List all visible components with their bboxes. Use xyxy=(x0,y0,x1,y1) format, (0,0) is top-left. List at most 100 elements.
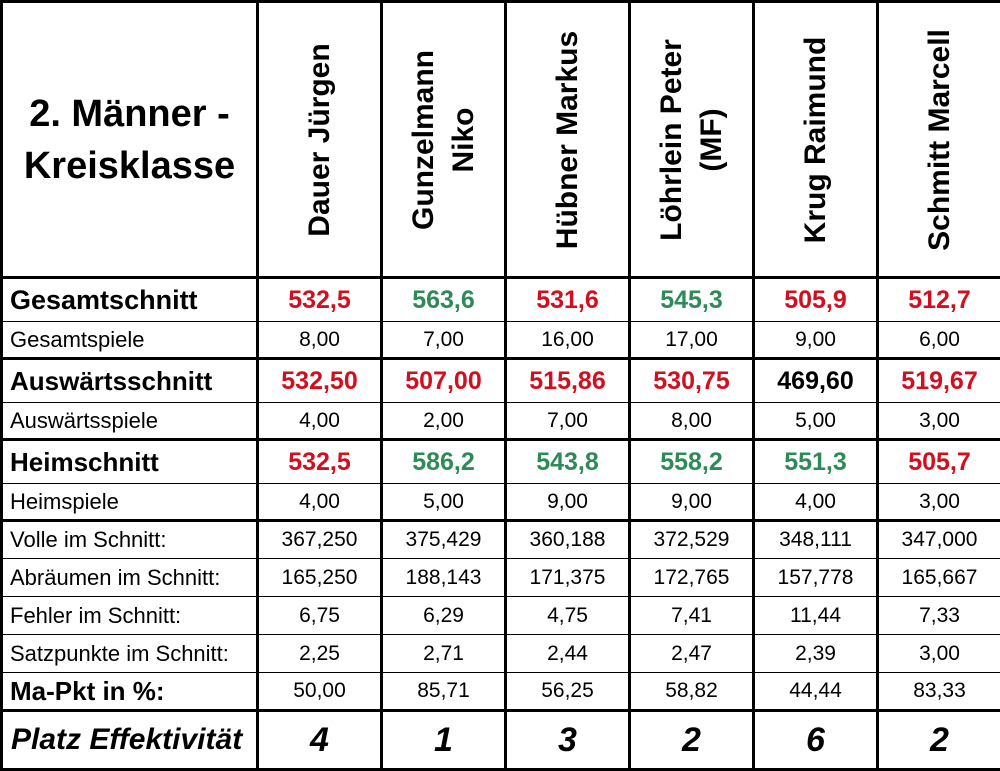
value-cell: 586,2 xyxy=(382,440,506,484)
value-cell: 171,375 xyxy=(506,559,630,597)
value-cell: 1 xyxy=(382,711,506,770)
value-cell: 11,44 xyxy=(754,597,878,635)
row-label: Heimspiele xyxy=(2,484,258,521)
value-cell: 551,3 xyxy=(754,440,878,484)
stats-sheet: 2. Männer - Kreisklasse Dauer Jürgen Gun… xyxy=(0,0,1000,739)
value-cell: 372,529 xyxy=(630,521,754,559)
player-name-line1: Krug Raimund xyxy=(799,36,832,243)
value-cell: 7,33 xyxy=(878,597,1000,635)
value-cell: 188,143 xyxy=(382,559,506,597)
value-cell: 347,000 xyxy=(878,521,1000,559)
value-cell: 4,00 xyxy=(258,403,382,440)
player-name-line1: Schmitt Marcell xyxy=(923,29,956,251)
value-cell: 2 xyxy=(630,711,754,770)
row-label: Abräumen im Schnitt: xyxy=(2,559,258,597)
value-cell: 4,00 xyxy=(258,484,382,521)
row-label: Platz Effektivität xyxy=(2,711,258,770)
value-cell: 505,9 xyxy=(754,278,878,322)
value-cell: 532,5 xyxy=(258,440,382,484)
title-line-2: Kreisklasse xyxy=(24,145,235,187)
value-cell: 6,75 xyxy=(258,597,382,635)
value-cell: 6,00 xyxy=(878,322,1000,359)
row-label: Gesamtschnitt xyxy=(2,278,258,322)
row-label: Volle im Schnitt: xyxy=(2,521,258,559)
player-name-line1: Dauer Jürgen xyxy=(303,43,336,236)
value-cell: 507,00 xyxy=(382,359,506,403)
value-cell: 3,00 xyxy=(878,484,1000,521)
player-name-line1: Löhrlein Peter xyxy=(655,39,688,241)
value-cell: 6 xyxy=(754,711,878,770)
row-label: Auswärtsspiele xyxy=(2,403,258,440)
value-cell: 7,00 xyxy=(506,403,630,440)
value-cell: 375,429 xyxy=(382,521,506,559)
value-cell: 469,60 xyxy=(754,359,878,403)
value-cell: 50,00 xyxy=(258,673,382,711)
row-label: Ma-Pkt in %: xyxy=(2,673,258,711)
player-header-1: Dauer Jürgen xyxy=(258,2,382,278)
row-label: Heimschnitt xyxy=(2,440,258,484)
value-cell: 3 xyxy=(506,711,630,770)
value-cell: 563,6 xyxy=(382,278,506,322)
value-cell: 165,250 xyxy=(258,559,382,597)
header-row: 2. Männer - Kreisklasse Dauer Jürgen Gun… xyxy=(2,2,1000,278)
value-cell: 172,765 xyxy=(630,559,754,597)
value-cell: 83,33 xyxy=(878,673,1000,711)
row-label: Fehler im Schnitt: xyxy=(2,597,258,635)
value-cell: 7,00 xyxy=(382,322,506,359)
value-cell: 367,250 xyxy=(258,521,382,559)
player-name-line1: Gunzelmann xyxy=(407,50,440,230)
player-name-line2: Niko xyxy=(447,107,480,172)
player-name-line1: Hübner Markus xyxy=(551,30,584,248)
value-cell: 360,188 xyxy=(506,521,630,559)
value-cell: 2,44 xyxy=(506,635,630,673)
value-cell: 531,6 xyxy=(506,278,630,322)
row-label: Auswärtsschnitt xyxy=(2,359,258,403)
value-cell: 4 xyxy=(258,711,382,770)
value-cell: 2,47 xyxy=(630,635,754,673)
table-title: 2. Männer - Kreisklasse xyxy=(2,2,258,278)
row-label: Gesamtspiele xyxy=(2,322,258,359)
value-cell: 532,50 xyxy=(258,359,382,403)
value-cell: 8,00 xyxy=(630,403,754,440)
value-cell: 165,667 xyxy=(878,559,1000,597)
value-cell: 44,44 xyxy=(754,673,878,711)
value-cell: 9,00 xyxy=(754,322,878,359)
player-header-3: Hübner Markus xyxy=(506,2,630,278)
value-cell: 2,25 xyxy=(258,635,382,673)
value-cell: 530,75 xyxy=(630,359,754,403)
player-header-6: Schmitt Marcell xyxy=(878,2,1000,278)
player-name-line2: (MF) xyxy=(695,108,728,171)
value-cell: 2,00 xyxy=(382,403,506,440)
value-cell: 532,5 xyxy=(258,278,382,322)
value-cell: 3,00 xyxy=(878,635,1000,673)
value-cell: 545,3 xyxy=(630,278,754,322)
value-cell: 9,00 xyxy=(630,484,754,521)
value-cell: 5,00 xyxy=(382,484,506,521)
value-cell: 2,71 xyxy=(382,635,506,673)
value-cell: 512,7 xyxy=(878,278,1000,322)
value-cell: 515,86 xyxy=(506,359,630,403)
value-cell: 7,41 xyxy=(630,597,754,635)
value-cell: 85,71 xyxy=(382,673,506,711)
value-cell: 58,82 xyxy=(630,673,754,711)
value-cell: 348,111 xyxy=(754,521,878,559)
value-cell: 16,00 xyxy=(506,322,630,359)
value-cell: 4,75 xyxy=(506,597,630,635)
value-cell: 6,29 xyxy=(382,597,506,635)
player-header-4: Löhrlein Peter(MF) xyxy=(630,2,754,278)
value-cell: 558,2 xyxy=(630,440,754,484)
